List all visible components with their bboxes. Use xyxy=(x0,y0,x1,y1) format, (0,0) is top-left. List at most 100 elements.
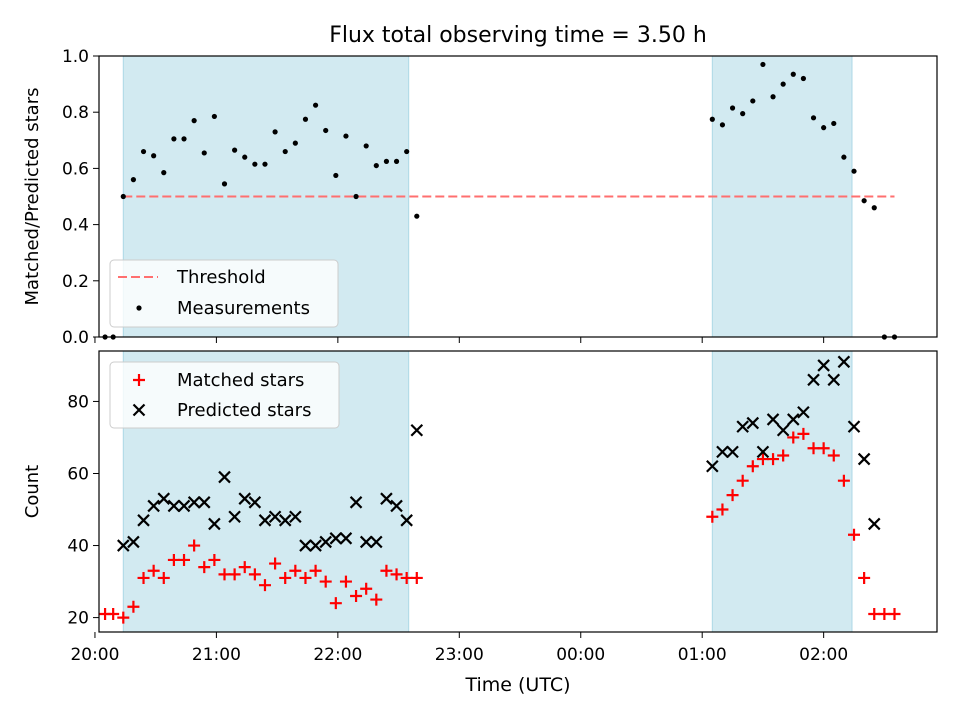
predicted-star-point xyxy=(258,514,272,527)
matched-star-point xyxy=(228,568,241,581)
predicted-star-point xyxy=(309,539,322,552)
predicted-star-point xyxy=(147,499,160,513)
predicted-star-point xyxy=(319,535,332,549)
predicted-star-point xyxy=(746,416,760,430)
y-tick-label: 80 xyxy=(67,392,89,412)
predicted-star-point xyxy=(218,470,231,484)
legend-label-threshold: Threshold xyxy=(176,267,266,288)
measurement-point xyxy=(404,148,410,155)
matched-star-point xyxy=(107,607,120,620)
measurement-point xyxy=(272,129,278,135)
matched-star-point xyxy=(756,453,769,466)
legend: Threshold Measurements xyxy=(109,259,339,328)
matched-star-point xyxy=(807,442,820,455)
y-tick-label: 0.6 xyxy=(62,159,89,179)
matched-star-point xyxy=(248,568,261,581)
y-axis-label: Count xyxy=(22,465,43,518)
matched-star-point xyxy=(400,571,413,584)
measurement-point xyxy=(151,153,157,159)
measurement-point xyxy=(191,118,197,124)
predicted-star-point xyxy=(167,499,181,513)
measurement-point xyxy=(171,136,177,142)
predicted-star-point xyxy=(766,413,780,426)
predicted-star-point xyxy=(248,496,262,509)
legend-label-matched: Matched stars xyxy=(177,370,304,391)
legend-box xyxy=(109,361,340,429)
x-tick-label: 00:00 xyxy=(556,645,605,665)
matched-star-point xyxy=(360,582,373,595)
predicted-star-point xyxy=(289,510,302,523)
matched-star-point xyxy=(329,597,342,610)
matched-star-point xyxy=(837,474,850,487)
predicted-star-point xyxy=(238,492,252,505)
measurement-point xyxy=(161,170,167,176)
measurement-point xyxy=(282,148,288,155)
matched-star-point xyxy=(777,449,790,462)
matched-star-point xyxy=(817,442,830,455)
measurement-point xyxy=(709,116,715,122)
matched-star-point xyxy=(309,564,322,577)
measurement-point xyxy=(719,122,726,128)
measurement-point xyxy=(750,98,756,104)
predicted-star-point xyxy=(817,359,830,372)
y-tick-label: 0.4 xyxy=(62,216,89,236)
measurement-point xyxy=(353,193,359,200)
y-tick-label: 0.8 xyxy=(62,103,89,123)
x-tick-label: 02:00 xyxy=(799,645,848,665)
predicted-star-point xyxy=(349,496,363,509)
measurement-point xyxy=(393,158,400,164)
measurement-point xyxy=(221,181,228,187)
matched-star-point xyxy=(157,571,170,584)
matched-star-point xyxy=(370,593,383,606)
measurement-point xyxy=(262,161,268,167)
predicted-star-point xyxy=(807,373,820,387)
predicted-star-point xyxy=(857,452,871,466)
matched-star-point xyxy=(350,589,363,602)
measurement-point xyxy=(383,158,390,164)
legend-measurement-swatch xyxy=(136,305,142,311)
measurement-point xyxy=(232,147,238,153)
predicted-star-point xyxy=(706,460,719,473)
x-tick-label: 23:00 xyxy=(435,645,484,665)
measurement-point xyxy=(414,213,420,219)
matched-star-point xyxy=(339,575,352,588)
measurement-point xyxy=(333,172,339,179)
matched-star-point xyxy=(218,568,231,581)
measurement-point xyxy=(343,133,349,139)
axes-frame xyxy=(98,55,938,338)
matched-star-point xyxy=(117,611,130,624)
measurement-point xyxy=(130,177,137,183)
y-tick-label: 1.0 xyxy=(62,47,89,67)
measurement-point xyxy=(831,120,837,127)
predicted-star-point xyxy=(208,517,221,531)
measurement-point xyxy=(323,127,329,134)
predicted-star-point xyxy=(776,423,790,437)
matched-star-point xyxy=(390,568,403,581)
measurement-point xyxy=(252,161,258,167)
measurement-point xyxy=(841,154,847,160)
matched-star-point xyxy=(299,571,312,584)
matched-star-point xyxy=(208,553,221,566)
matched-star-point xyxy=(767,453,780,466)
matched-star-point xyxy=(198,561,211,574)
predicted-star-point xyxy=(716,445,729,459)
predicted-star-point xyxy=(157,492,171,505)
top-panel: 0.0 0.2 0.4 0.6 0.8 1.0 Matched/Predicted star… xyxy=(22,47,938,348)
matched-star-point xyxy=(410,571,423,584)
matched-star-point xyxy=(279,571,292,584)
bottom-panel: 20 40 60 80 20:00 21:00 22:00 23:00 00:00 01:00 02… xyxy=(22,350,938,665)
measurement-point xyxy=(871,205,877,211)
measurement-point xyxy=(800,75,807,82)
predicted-star-point xyxy=(837,355,851,369)
matched-star-point xyxy=(269,557,282,570)
matched-star-point xyxy=(167,553,180,566)
predicted-star-point xyxy=(736,420,749,433)
matched-star-point xyxy=(787,431,800,444)
measurement-point xyxy=(760,61,766,68)
measurement-point xyxy=(312,102,319,108)
measurement-point xyxy=(780,81,786,87)
measurement-point xyxy=(363,143,369,149)
x-tick-label: 01:00 xyxy=(678,645,727,665)
matched-star-point xyxy=(858,571,871,584)
